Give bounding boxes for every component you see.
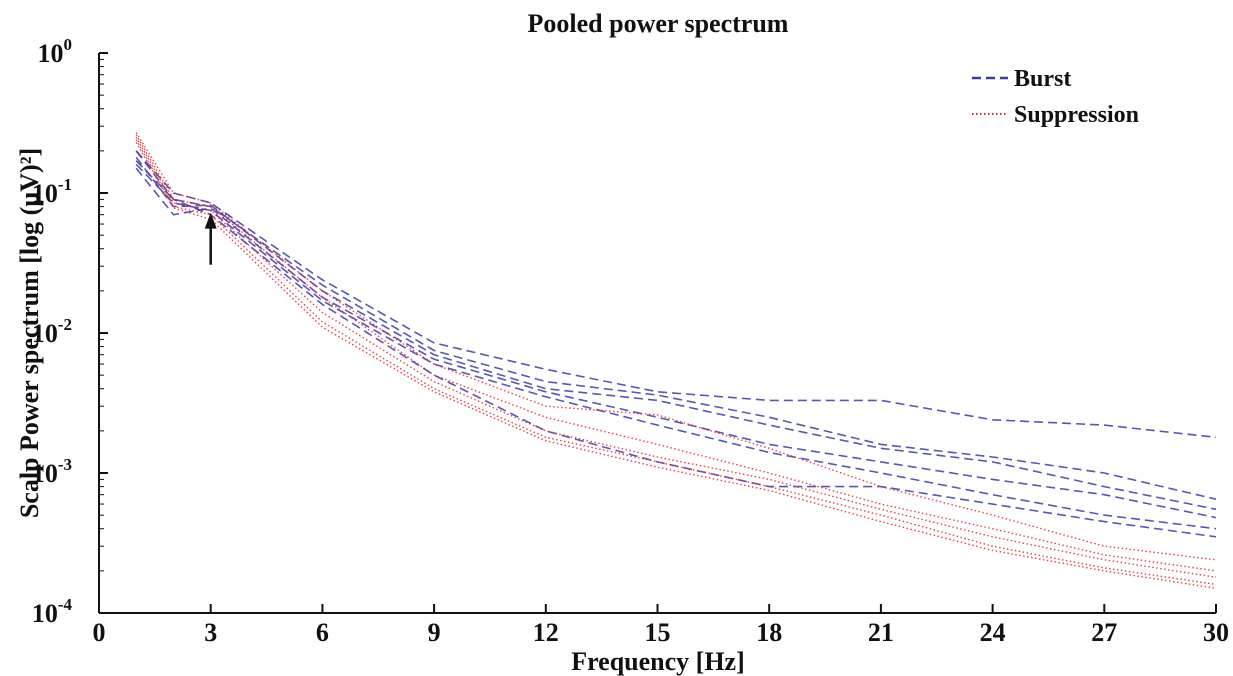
series-line-burst-2: [135, 156, 1217, 511]
x-tick-label: 27: [1091, 618, 1117, 647]
y-tick-exponent: -2: [58, 315, 72, 334]
series-lines: [135, 132, 1217, 589]
axes: [98, 53, 1216, 614]
y-axis-label-group: Scalp Power spectrum [log (µV)²]: [15, 148, 44, 518]
y-tick-label: 10-3: [32, 455, 72, 488]
series-line-suppression-9: [135, 139, 1217, 586]
x-tick-label: 6: [316, 618, 329, 647]
legend-label-burst: Burst: [1014, 66, 1071, 92]
y-tick-label: 10-1: [32, 175, 72, 208]
annotation: [204, 212, 217, 265]
x-tick-label: 24: [980, 618, 1006, 647]
y-tick-base: 10: [32, 459, 58, 488]
y-tick-label: 10-4: [32, 595, 73, 628]
legend: Burst Suppression: [972, 66, 1139, 128]
x-tick-label: 15: [645, 618, 671, 647]
series-line-burst-1: [135, 160, 1217, 500]
x-tick-label: 18: [756, 618, 782, 647]
x-ticks: 0 3 6 9 12 15 18 21 24 27 30: [93, 604, 1229, 647]
y-tick-exponent: 0: [64, 35, 73, 54]
series-line-burst-5: [135, 150, 1217, 538]
y-tick-exponent: -4: [58, 595, 73, 614]
series-line-burst-4: [135, 163, 1217, 530]
series-line-suppression-8: [135, 136, 1217, 578]
y-tick-exponent: -1: [58, 175, 72, 194]
chart-title-group: Pooled power spectrum: [528, 9, 789, 38]
x-tick-label: 3: [204, 618, 217, 647]
x-tick-label: 30: [1203, 618, 1229, 647]
x-axis-label: Frequency [Hz]: [571, 647, 745, 676]
y-tick-base: 10: [32, 319, 58, 348]
y-tick-label: 100: [38, 35, 73, 68]
series-line-burst-0: [135, 150, 1217, 439]
legend-label-suppression: Suppression: [1014, 102, 1139, 128]
y-tick-base: 10: [32, 179, 58, 208]
x-tick-label: 0: [93, 618, 106, 647]
y-tick-base: 10: [32, 599, 58, 628]
y-axis-label: Scalp Power spectrum [log (µV)²]: [15, 148, 44, 518]
series-line-suppression-10: [135, 142, 1217, 589]
x-tick-label: 21: [868, 618, 894, 647]
chart-title: Pooled power spectrum: [528, 9, 789, 38]
y-tick-base: 10: [38, 39, 64, 68]
series-line-suppression-7: [135, 134, 1217, 572]
y-tick-label: 10-2: [32, 315, 72, 348]
annotation-arrow-head: [204, 212, 217, 229]
x-tick-label: 12: [533, 618, 559, 647]
x-tick-label: 9: [428, 618, 441, 647]
y-tick-exponent: -3: [58, 455, 72, 474]
series-line-suppression-6: [135, 132, 1217, 561]
x-axis-label-group: Frequency [Hz]: [571, 647, 745, 676]
